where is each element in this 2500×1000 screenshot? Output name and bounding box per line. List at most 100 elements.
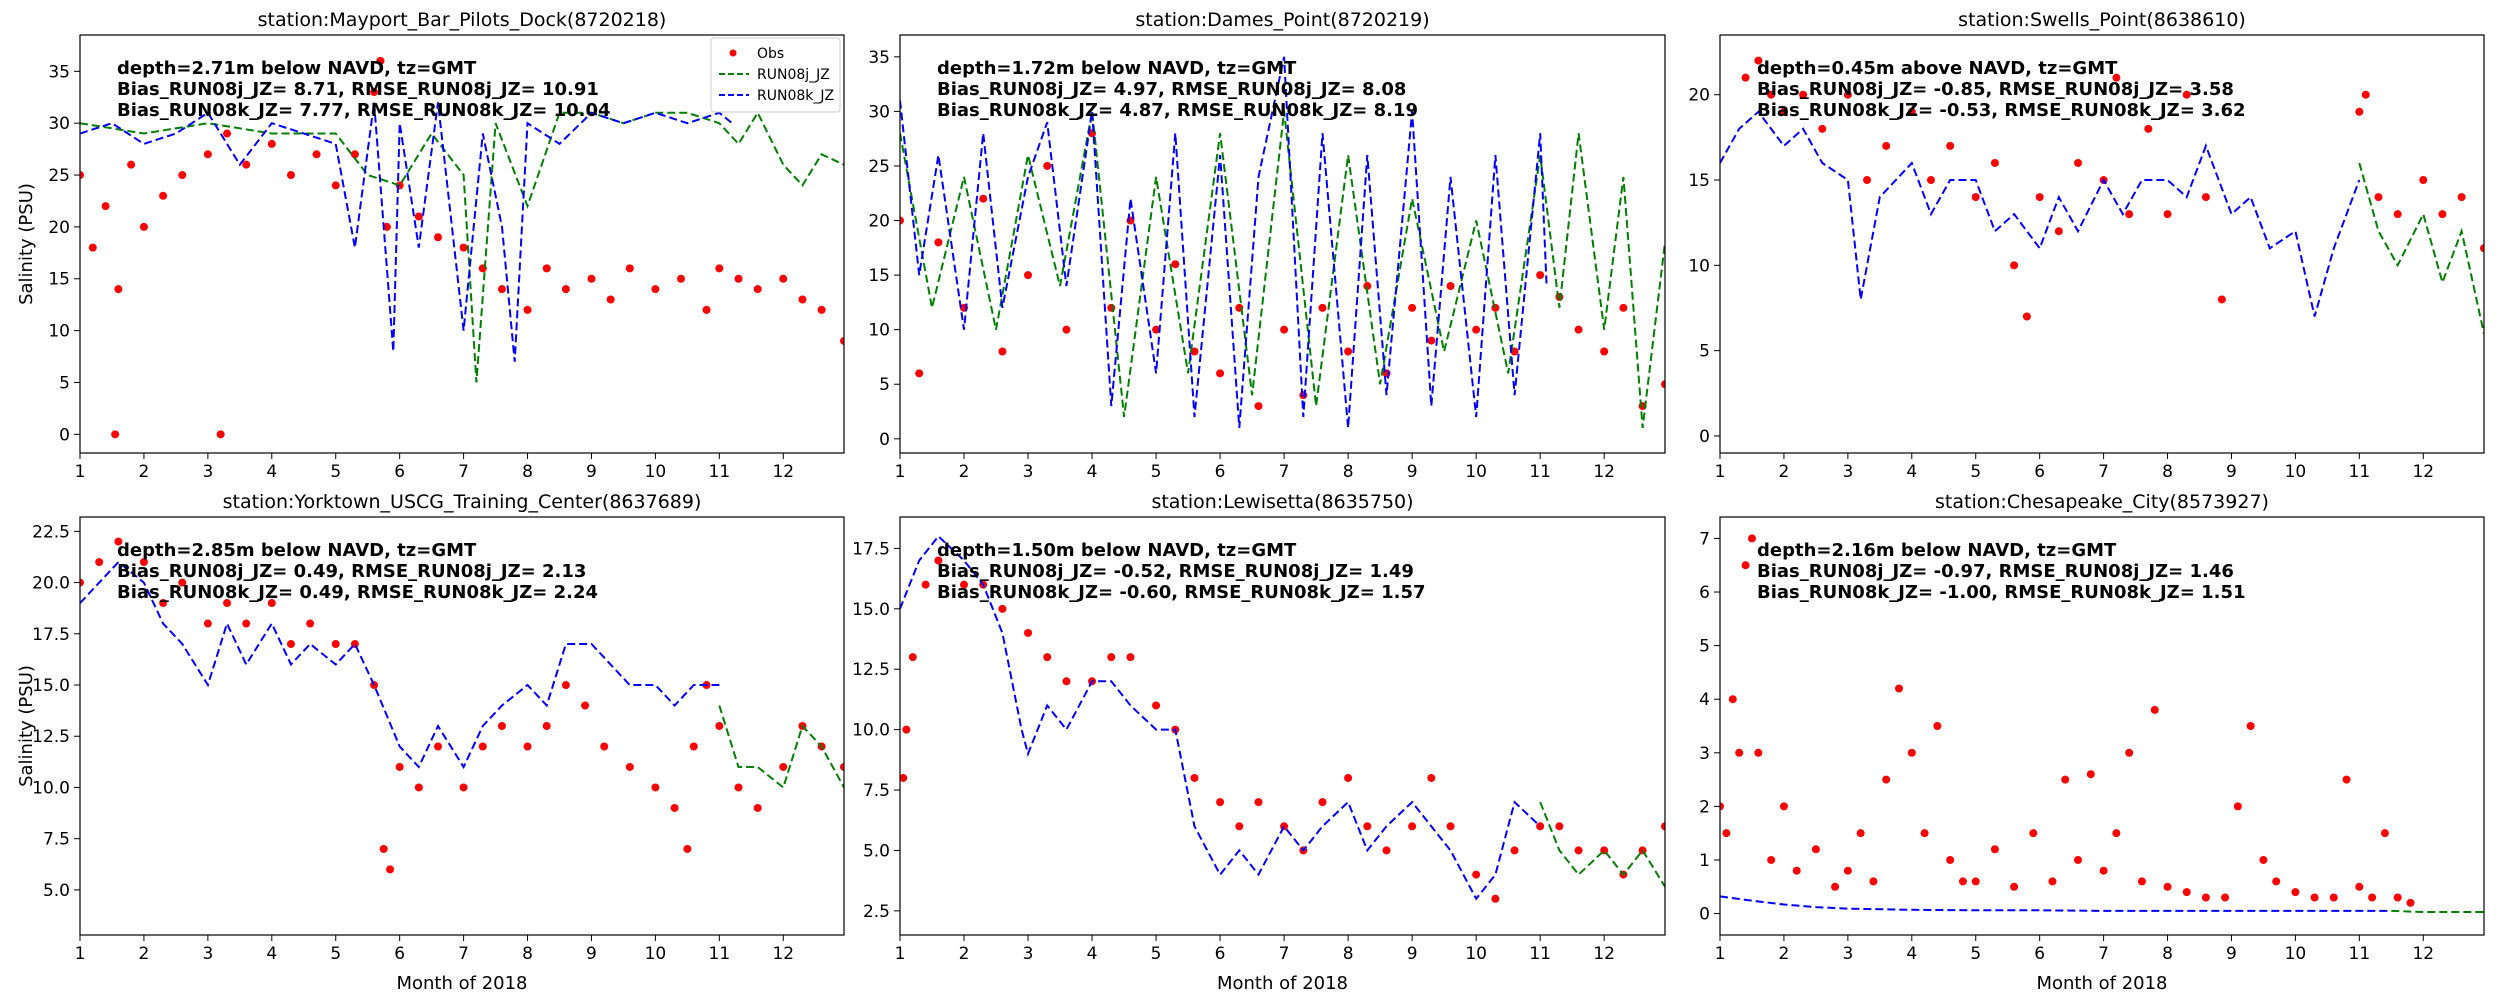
- stats-annotation-line: depth=2.85m below NAVD, tz=GMT: [117, 540, 477, 561]
- obs-point: [798, 295, 807, 304]
- legend-entry-label: RUN08k_JZ: [757, 88, 834, 104]
- chart-panel-6: 1 2 3 4 5 6 7 8 9 10 11 1201234567station:Chesapeak…: [1699, 491, 2485, 994]
- y-tick-label: 15: [48, 270, 70, 290]
- chart-panel-5: 1 2 3 4 5 6 7 8 9 10 11 122.55.07.510.012.515.017.5…: [852, 491, 1666, 994]
- obs-point: [1344, 347, 1353, 356]
- plot-area: [1720, 56, 2484, 334]
- obs-point: [379, 844, 388, 853]
- obs-point: [1728, 695, 1737, 704]
- x-tick-label: 12: [1593, 944, 1615, 964]
- x-tick-label: 1: [75, 462, 86, 482]
- stats-annotation-line: Bias_RUN08k_JZ= -0.60, RMSE_RUN08k_JZ= 1…: [937, 582, 1426, 603]
- obs-point: [1720, 802, 1724, 811]
- x-tick-label: 2: [1779, 462, 1790, 482]
- plot-area: [900, 56, 1665, 429]
- chart-title: station:Yorktown_USCG_Training_Center(86…: [223, 491, 702, 513]
- obs-point: [715, 264, 724, 273]
- obs-point: [1024, 271, 1033, 280]
- obs-point: [998, 347, 1007, 356]
- y-tick-label: 20: [48, 218, 70, 238]
- obs-point: [2259, 855, 2268, 864]
- x-tick-label: 1: [75, 944, 86, 964]
- plot-area: [80, 56, 844, 439]
- obs-point: [1446, 822, 1455, 831]
- obs-point: [2480, 244, 2484, 253]
- y-tick-label: 7.5: [863, 781, 890, 801]
- stats-annotation-line: Bias_RUN08j_JZ= 8.71, RMSE_RUN08j_JZ= 10…: [117, 79, 599, 100]
- y-tick-label: 5: [59, 373, 70, 393]
- obs-point: [2329, 893, 2338, 902]
- obs-point: [1126, 653, 1135, 662]
- obs-point: [753, 285, 762, 294]
- y-tick-label: 7.5: [43, 830, 70, 850]
- x-tick-label: 6: [2034, 944, 2045, 964]
- obs-point: [2035, 193, 2044, 202]
- chart-panel-4: 1 2 3 4 5 6 7 8 9 10 11 125.07.510.012.515.017.520.…: [16, 491, 845, 994]
- obs-point: [1574, 846, 1583, 855]
- series-line-run08k-jz: [80, 560, 720, 770]
- y-tick-label: 10: [868, 321, 890, 341]
- obs-point: [370, 88, 379, 97]
- obs-point: [2074, 855, 2083, 864]
- obs-point: [1661, 380, 1665, 389]
- obs-point: [1946, 855, 1955, 864]
- y-tick-label: 3: [1699, 744, 1710, 764]
- x-tick-label: 11: [709, 462, 731, 482]
- obs-point: [542, 722, 551, 730]
- x-tick-label: 11: [2349, 462, 2371, 482]
- series-obs-points: [900, 556, 1665, 903]
- obs-point: [2074, 158, 2083, 167]
- chart-panel-2: 1 2 3 4 5 6 7 8 9 10 11 1205101520253035station:Dam…: [868, 9, 1666, 482]
- x-tick-label: 4: [1906, 944, 1917, 964]
- stats-annotation-line: depth=0.45m above NAVD, tz=GMT: [1757, 58, 2118, 79]
- obs-point: [223, 129, 232, 138]
- stats-annotation-line: Bias_RUN08j_JZ= -0.85, RMSE_RUN08j_JZ= 3…: [1757, 79, 2234, 100]
- x-tick-label: 2: [959, 462, 970, 482]
- obs-point: [386, 865, 395, 874]
- obs-point: [306, 619, 315, 628]
- y-tick-label: 5.0: [43, 881, 70, 901]
- obs-point: [331, 640, 340, 649]
- obs-point: [1446, 282, 1455, 291]
- x-axis-label: Month of 2018: [396, 973, 527, 994]
- x-tick-label: 3: [1023, 944, 1034, 964]
- obs-point: [80, 578, 84, 587]
- obs-point: [840, 336, 844, 345]
- obs-point: [1382, 846, 1391, 855]
- x-tick-label: 1: [1715, 462, 1726, 482]
- obs-point: [2061, 775, 2070, 784]
- obs-point: [286, 640, 295, 649]
- obs-point: [1907, 107, 1916, 116]
- x-tick-label: 6: [2034, 462, 2045, 482]
- obs-point: [2029, 829, 2038, 838]
- obs-point: [1971, 193, 1980, 202]
- obs-point: [2163, 882, 2172, 891]
- obs-point: [934, 238, 943, 247]
- y-tick-label: 30: [868, 102, 890, 122]
- obs-point: [1926, 176, 1935, 185]
- stats-annotation-line: Bias_RUN08k_JZ= 0.49, RMSE_RUN08k_JZ= 2.…: [117, 582, 598, 603]
- obs-point: [203, 150, 212, 159]
- obs-point: [1280, 325, 1289, 334]
- x-tick-label: 9: [586, 944, 597, 964]
- obs-point: [840, 762, 844, 771]
- obs-point: [1843, 866, 1852, 875]
- obs-point: [900, 216, 904, 225]
- obs-point: [921, 580, 930, 589]
- obs-point: [600, 742, 609, 751]
- obs-point: [1799, 90, 1808, 99]
- obs-point: [267, 139, 276, 148]
- obs-point: [114, 537, 123, 546]
- obs-point: [817, 305, 826, 314]
- obs-point: [1190, 773, 1199, 782]
- x-tick-label: 12: [2412, 944, 2434, 964]
- obs-point: [2419, 176, 2428, 185]
- obs-point: [1722, 829, 1731, 838]
- y-tick-label: 10: [1688, 256, 1710, 276]
- stats-annotation-line: Bias_RUN08k_JZ= 4.87, RMSE_RUN08k_JZ= 8.…: [937, 100, 1418, 121]
- x-axis-label: Month of 2018: [2036, 973, 2167, 994]
- x-tick-label: 9: [1407, 944, 1418, 964]
- legend: Obs RUN08j_JZ RUN08k_JZ: [710, 37, 841, 113]
- x-tick-label: 5: [1970, 944, 1981, 964]
- x-tick-label: 8: [2162, 944, 2173, 964]
